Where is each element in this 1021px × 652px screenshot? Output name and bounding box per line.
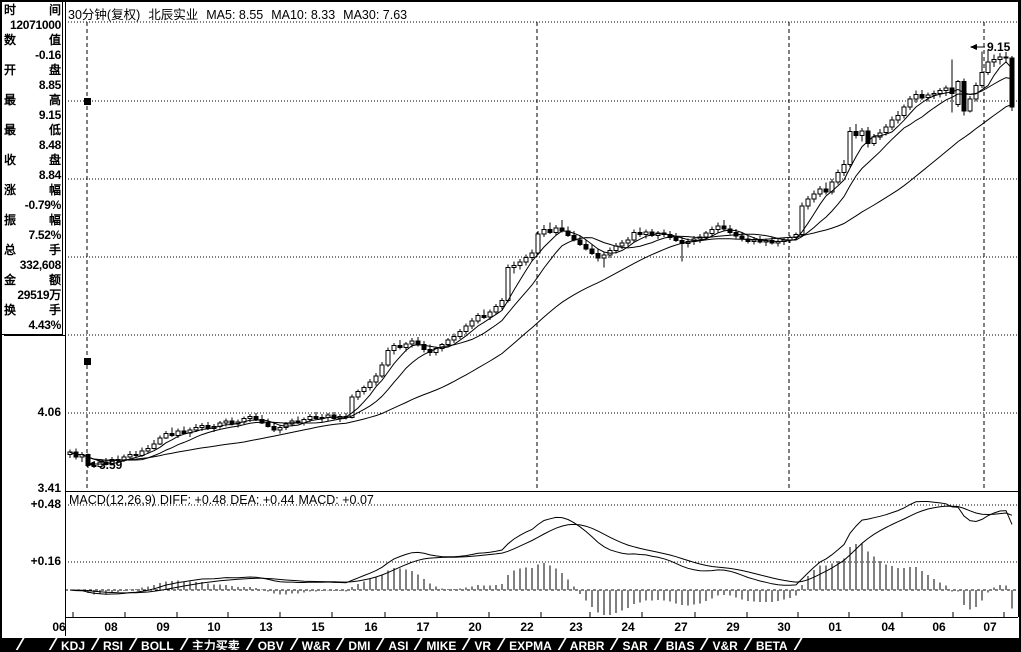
tab-vr[interactable]: VR	[474, 639, 492, 652]
macd-header: MACD(12,26,9) DIFF: +0.48 DEA: +0.44 MACD: …	[69, 493, 378, 507]
indicator-tab-bar: KDJ RSI BOLL 主力买卖 OBV W&R DMI ASI MIKE VR EXPMA ARB…	[2, 638, 1019, 652]
ma30-value: MA30: 7.63	[343, 8, 408, 22]
sidebar-field-label: 换手	[4, 303, 61, 317]
tab-expma[interactable]: EXPMA	[509, 639, 552, 652]
x-axis-label: 09	[156, 620, 170, 634]
tab-kdj[interactable]: KDJ	[61, 639, 86, 652]
sidebar-field-label: 总手	[4, 243, 61, 257]
tab-sar[interactable]: SAR	[622, 639, 648, 652]
y-axis-label: +0.48	[30, 497, 61, 511]
quote-sidebar: 时间 12071000 数值 -0.16 开盘 8.85 最高 9.15 最低 8.48 收盘 8.8…	[2, 2, 63, 335]
x-axis-label: 13	[259, 620, 273, 634]
x-axis-label: 15	[311, 620, 325, 634]
sidebar-field-value: -0.16	[35, 48, 61, 62]
tab-separator	[790, 638, 803, 650]
sidebar-field-value: 7.52%	[28, 228, 61, 242]
tab-rsi[interactable]: RSI	[103, 639, 124, 652]
sidebar-field-label: 数值	[4, 33, 61, 47]
sidebar-field-value: 29519万	[17, 288, 61, 302]
sidebar-field-value: 12071000	[10, 18, 61, 32]
x-axis-label: 24	[621, 620, 635, 634]
indicator-tabs: KDJ RSI BOLL 主力买卖 OBV W&R DMI ASI MIKE VR EXPMA ARB…	[46, 638, 803, 652]
x-axis-label: 22	[520, 620, 534, 634]
macd-macd-value: MACD: +0.07	[298, 493, 374, 507]
sidebar-field-label: 开盘	[4, 63, 61, 77]
macd-dea-value: DEA: +0.44	[230, 493, 295, 507]
sidebar-field-label: 收盘	[4, 153, 61, 167]
sidebar-field-value: 8.48	[38, 138, 61, 152]
x-axis-label: 27	[674, 620, 688, 634]
x-axis-label: 06	[52, 620, 66, 634]
y-axis-label: 3.41	[37, 481, 61, 495]
tab-w&r[interactable]: W&R	[301, 639, 331, 652]
x-axis-label: 16	[364, 620, 378, 634]
sidebar-field-value: 8.84	[38, 168, 61, 182]
sidebar-field-label: 最高	[4, 93, 61, 107]
x-axis-label: 06	[932, 620, 946, 634]
x-axis-label: 01	[828, 620, 842, 634]
chart-header: 30分钟(复权) 北辰实业 MA5: 8.55 MA10: 8.33 MA30: 7.6…	[68, 4, 415, 22]
x-axis-label: 04	[881, 620, 895, 634]
sidebar-field-label: 涨幅	[4, 183, 61, 197]
sidebar-field-value: 332,608	[19, 258, 62, 272]
tab-arbr[interactable]: ARBR	[569, 639, 605, 652]
tab-asi[interactable]: ASI	[388, 639, 409, 652]
tab-obv[interactable]: OBV	[257, 639, 284, 652]
sidebar-field-value: 9.15	[38, 108, 61, 122]
x-axis-label: 10	[207, 620, 221, 634]
x-axis-label: 23	[569, 620, 583, 634]
y-axis-label: +0.16	[30, 554, 61, 568]
y-axis-label: 4.06	[37, 405, 61, 419]
tab-bias[interactable]: BIAS	[665, 639, 695, 652]
sidebar-field-label: 时间	[4, 3, 61, 17]
ma10-value: MA10: 8.33	[271, 8, 336, 22]
tab-mike[interactable]: MIKE	[426, 639, 457, 652]
tab-v&r[interactable]: V&R	[712, 639, 738, 652]
high-price-annotation: 9.15	[987, 40, 1011, 54]
tab-boll[interactable]: BOLL	[141, 639, 174, 652]
sidebar-field-value: 4.43%	[28, 318, 61, 332]
stock-name: 北辰实业	[148, 8, 199, 22]
low-price-annotation: 3.59	[99, 458, 123, 472]
tab-beta[interactable]: BETA	[755, 639, 788, 652]
x-axis-label: 17	[416, 620, 430, 634]
tabbar-left-wedge	[3, 638, 25, 650]
tab-主力买卖[interactable]: 主力买卖	[191, 639, 240, 652]
macd-formula: MACD(12,26,9)	[69, 493, 156, 507]
x-axis-label: 07	[983, 620, 997, 634]
sidebar-field-value: -0.79%	[24, 198, 62, 212]
x-axis-label: 30	[777, 620, 791, 634]
sidebar-field-label: 最低	[4, 123, 61, 137]
x-axis-label: 29	[726, 620, 740, 634]
x-axis-label: 20	[468, 620, 482, 634]
period-label: 30分钟(复权)	[68, 8, 141, 22]
ma5-value: MA5: 8.55	[206, 8, 264, 22]
macd-diff-value: DIFF: +0.48	[159, 493, 227, 507]
x-axis-label: 08	[104, 620, 118, 634]
sidebar-field-value: 8.85	[38, 78, 61, 92]
sidebar-field-label: 金额	[4, 273, 61, 287]
sidebar-field-label: 振幅	[4, 213, 61, 227]
tab-dmi[interactable]: DMI	[348, 639, 371, 652]
